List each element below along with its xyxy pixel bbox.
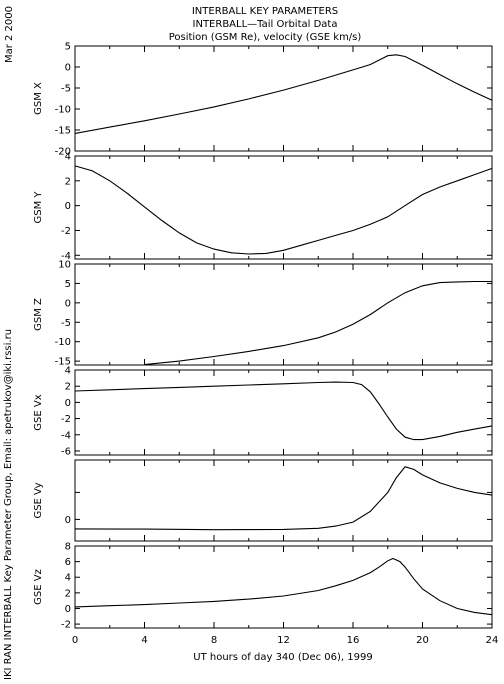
panel-frame <box>74 369 493 456</box>
y-tick-label: -2 <box>61 620 71 631</box>
y-tick-label: 4 <box>65 366 71 377</box>
x-tick-label: 0 <box>72 635 78 646</box>
panel-frame <box>74 45 493 152</box>
x-tick-label: 12 <box>277 635 290 646</box>
x-tick-label: 24 <box>486 635 499 646</box>
y-tick-label: 0 <box>65 63 71 74</box>
panel-1: 4 2 0 -2 -4 GSM Y <box>33 152 493 262</box>
side-credit-label: IKI RAN INTERBALL Key Parameter Group, E… <box>3 329 14 680</box>
x-tick-label: 8 <box>211 635 217 646</box>
x-axis-ticks: 0 4 8 12 16 20 24 <box>72 635 499 646</box>
y-axis-label: GSE Vx <box>33 394 44 430</box>
y-tick-label: -5 <box>61 84 71 95</box>
y-tick-label: 5 <box>65 279 71 290</box>
y-axis-label: GSM X <box>33 82 44 115</box>
y-tick-label: -5 <box>61 318 71 329</box>
panel-2: 10 5 0 -5 -10 -15 GSM Z <box>33 260 493 368</box>
y-tick-label: 6 <box>65 557 71 568</box>
panel-4: 0 GSE Vy <box>33 459 493 542</box>
series-line <box>74 381 493 441</box>
panel-0: 5 0 -5 -10 -15 -20 GSM X <box>33 42 493 158</box>
y-axis-label: GSM Z <box>33 298 44 331</box>
y-tick-label: -6 <box>61 446 71 457</box>
series-line <box>144 280 492 366</box>
date-label: Mar 2 2000 <box>4 6 15 63</box>
y-tick-label: 0 <box>65 201 71 212</box>
y-tick-label: 0 <box>65 604 71 615</box>
y-tick-label: 4 <box>65 152 71 163</box>
series-line <box>74 54 493 134</box>
series-line <box>74 557 493 616</box>
y-tick-label: -15 <box>55 357 71 368</box>
panel-frame <box>74 263 493 366</box>
y-tick-label: 2 <box>65 588 71 599</box>
y-tick-label: 2 <box>65 382 71 393</box>
y-tick-label: -4 <box>61 251 71 262</box>
y-tick-label: 10 <box>58 260 71 271</box>
series-line <box>74 165 493 255</box>
y-tick-label: -4 <box>61 430 71 441</box>
x-axis-label: UT hours of day 340 (Dec 06), 1999 <box>193 652 372 663</box>
chart-title-line-1: INTERBALL KEY PARAMETERS <box>192 6 338 17</box>
y-axis-label: GSE Vz <box>33 569 44 605</box>
x-tick-label: 4 <box>141 635 147 646</box>
chart-title-line-2: INTERBALL—Tail Orbital Data <box>193 19 338 30</box>
panel-frame <box>74 545 493 629</box>
chart-title-line-3: Position (GSM Re), velocity (GSE km/s) <box>169 32 362 43</box>
y-tick-label: -15 <box>55 126 71 137</box>
series-line <box>74 466 493 531</box>
y-tick-label: -10 <box>55 337 71 348</box>
y-tick-label: 0 <box>65 298 71 309</box>
y-tick-label: 4 <box>65 573 71 584</box>
panel-5: 8 6 4 2 0 -2 GSE Vz <box>33 542 493 631</box>
y-axis-label: GSM Y <box>33 191 44 224</box>
y-tick-label: -20 <box>55 147 71 158</box>
y-tick-label: 5 <box>65 42 71 53</box>
y-tick-label: 2 <box>65 176 71 187</box>
y-tick-label: 8 <box>65 542 71 553</box>
x-tick-label: 16 <box>347 635 360 646</box>
y-tick-label: 0 <box>65 515 71 526</box>
panel-frame <box>74 155 493 260</box>
panel-3: 4 2 0 -2 -4 -6 GSE Vx <box>33 366 493 457</box>
y-tick-label: -2 <box>61 414 71 425</box>
y-tick-label: 0 <box>65 398 71 409</box>
y-tick-label: -10 <box>55 105 71 116</box>
y-axis-label: GSE Vy <box>33 482 44 518</box>
y-tick-label: -2 <box>61 226 71 237</box>
x-tick-label: 20 <box>416 635 429 646</box>
